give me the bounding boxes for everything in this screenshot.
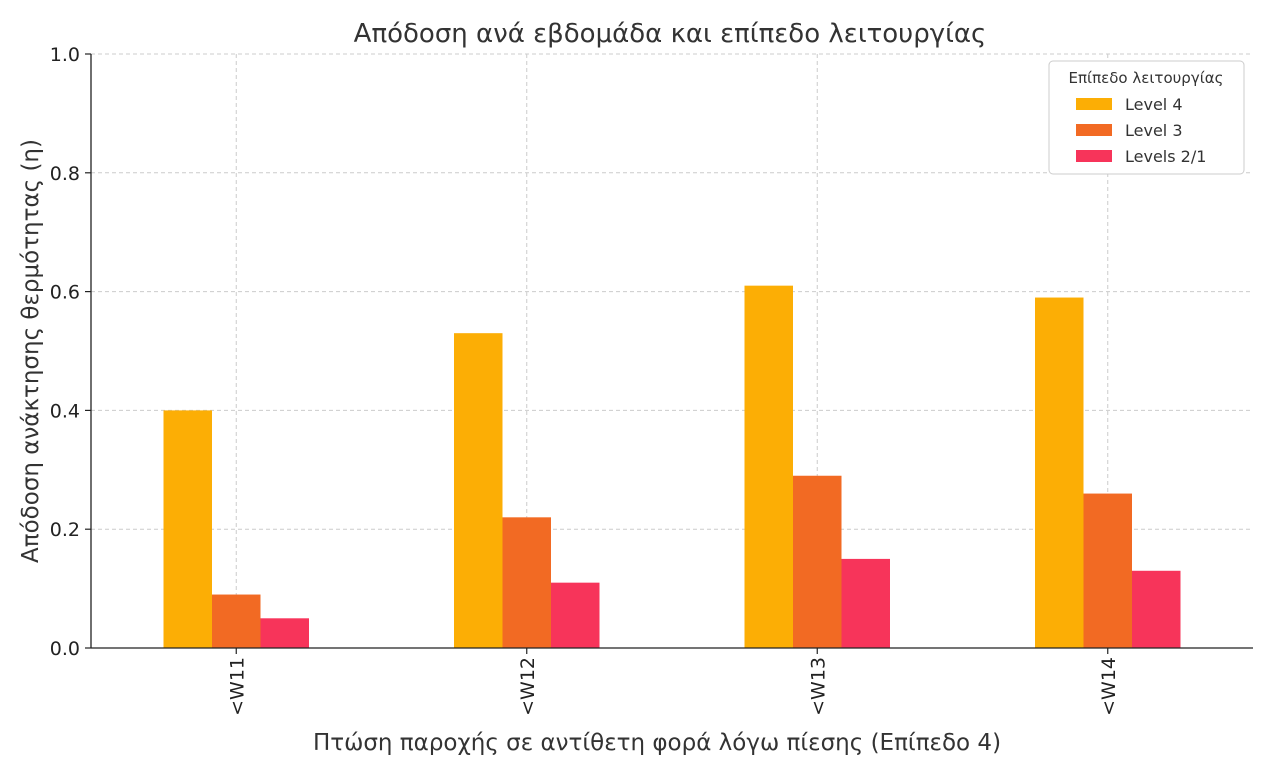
bar-KW13-Level-3 <box>793 475 842 648</box>
axes <box>90 54 1253 649</box>
legend-box <box>1048 60 1245 175</box>
y-ticks: 0.0 0.2 0.4 0.6 0.8 1.0 <box>50 44 91 660</box>
x-tick-label: <W14 <box>1098 657 1120 716</box>
bar-KW12-Level-4 <box>454 333 503 648</box>
legend: Επίπεδο λειτουργίας Level 4 Level 3 Levels… <box>1048 60 1245 175</box>
legend-swatch <box>1076 98 1112 110</box>
chart-title: Απόδοση ανά εβδομάδα και επίπεδο λειτουρ… <box>354 19 987 49</box>
legend-swatch <box>1076 124 1112 136</box>
bar-KW14-Level-4 <box>1035 297 1084 648</box>
bars <box>163 285 1181 648</box>
x-ticks: <W11 <W12 <W13 <W14 <box>226 648 1120 716</box>
x-tick-label: <W11 <box>226 657 248 716</box>
legend-label: Level 3 <box>1125 121 1183 140</box>
x-tick-label: <W13 <box>807 657 829 716</box>
bar-KW11-Levels-2-1 <box>260 618 309 648</box>
bar-KW11-Level-4 <box>163 410 212 648</box>
bar-KW13-Level-4 <box>744 285 793 648</box>
x-tick-label: <W12 <box>517 657 539 716</box>
y-tick-label: 1.0 <box>50 44 80 66</box>
legend-label: Levels 2/1 <box>1125 147 1206 166</box>
legend-label: Level 4 <box>1125 95 1183 114</box>
bar-KW11-Level-3 <box>212 594 261 648</box>
bar-KW13-Levels-2-1 <box>841 558 890 648</box>
y-tick-label: 0.8 <box>50 163 80 185</box>
y-axis-label: Απόδοση ανάκτησης θερμότητας (η) <box>18 139 44 563</box>
y-tick-label: 0.0 <box>50 638 80 660</box>
bar-KW12-Levels-2-1 <box>551 582 600 648</box>
x-axis-label: Πτώση παροχής σε αντίθετη φορά λόγω πίεσ… <box>313 730 1001 756</box>
legend-items: Level 4 Level 3 Levels 2/1 <box>1076 95 1206 166</box>
legend-title: Επίπεδο λειτουργίας <box>1069 69 1224 87</box>
legend-swatch <box>1076 150 1112 162</box>
bar-KW12-Level-3 <box>502 517 551 648</box>
bar-KW14-Level-3 <box>1083 493 1132 648</box>
y-tick-label: 0.4 <box>50 400 80 422</box>
bar-KW14-Levels-2-1 <box>1132 570 1181 648</box>
y-tick-label: 0.6 <box>50 282 80 304</box>
y-tick-label: 0.2 <box>50 519 80 541</box>
